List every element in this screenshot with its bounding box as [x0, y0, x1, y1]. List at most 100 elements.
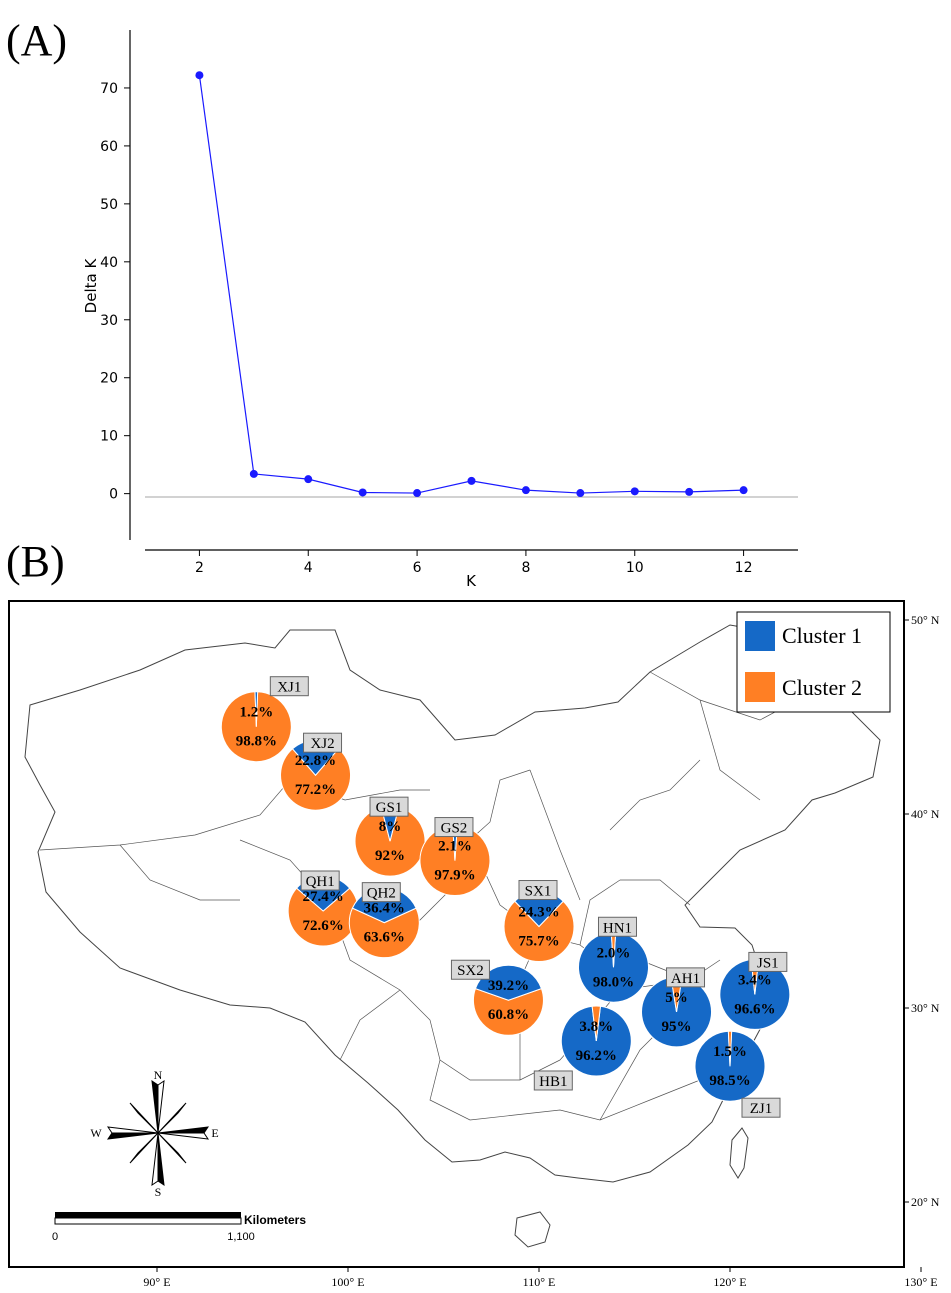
- x-tick-label: 4: [304, 560, 313, 576]
- lat-tick-label: 20° N: [911, 1195, 940, 1209]
- scale-bar-end: 1,100: [227, 1231, 255, 1243]
- site-label: GS2: [441, 821, 468, 837]
- pie-slice-major: [578, 931, 649, 1003]
- site-label: AH1: [671, 971, 700, 987]
- delta-k-series-line: [198, 75, 744, 494]
- compass-n: N: [154, 1068, 163, 1082]
- y-tick-label: 70: [100, 81, 118, 97]
- delta-k-points: [195, 71, 748, 498]
- pie-label-minor: 39.2%: [488, 978, 529, 994]
- pie-gs1: 8% 92% GS1: [354, 796, 426, 877]
- pie-label-major: 92%: [375, 848, 405, 864]
- x-tick-label: 12: [735, 560, 753, 576]
- pie-slice-major: [503, 900, 575, 963]
- data-point-k-10: [630, 487, 639, 496]
- pie-hb1: 3.8% 96.2% HB1: [533, 1005, 632, 1091]
- pie-label-minor: 3.8%: [579, 1019, 613, 1035]
- country-outline: [24, 624, 881, 1183]
- y-tick-label: 10: [100, 429, 118, 445]
- latitude-ticks: 50° N 40° N 30° N 20° N: [904, 613, 940, 1209]
- site-label-box: [748, 951, 788, 972]
- site-label-box: [533, 1070, 573, 1091]
- pie-slice-major: [348, 907, 420, 959]
- lon-tick-label: 130° E: [904, 1275, 937, 1289]
- site-label-box: [269, 676, 309, 697]
- site-label: HN1: [603, 920, 632, 936]
- scale-bar-lower: [54, 1217, 242, 1225]
- pie-slice-major: [354, 806, 426, 877]
- pie-label-minor: 2.1%: [438, 839, 472, 855]
- pie-qh1: 27.4% 72.6% QH1: [287, 870, 359, 947]
- pie-label-minor: 2.0%: [597, 945, 631, 961]
- pie-label-major: 96.2%: [576, 1048, 617, 1064]
- pie-label-minor: 36.4%: [364, 901, 405, 917]
- data-point-k-3: [249, 469, 258, 478]
- x-tick-label: 6: [413, 560, 422, 576]
- lon-tick-label: 90° E: [143, 1275, 170, 1289]
- data-point-k-7: [467, 476, 476, 485]
- pie-label-major: 98.5%: [709, 1073, 750, 1089]
- compass-e: E: [211, 1126, 218, 1140]
- site-label-box: [369, 796, 409, 817]
- pie-xj1: 1.2% 98.8% XJ1: [220, 676, 309, 763]
- site-label-box: [434, 817, 474, 838]
- pie-qh2: 36.4% 63.6% QH2: [348, 882, 420, 959]
- lon-tick-label: 110° E: [523, 1275, 556, 1289]
- scale-bar-title: Kilometers: [244, 1213, 306, 1227]
- pie-label-major: 97.9%: [434, 868, 475, 884]
- y-axis-title: Delta K: [82, 258, 100, 314]
- data-point-k-12: [739, 486, 748, 495]
- x-tick-label: 8: [521, 560, 530, 576]
- pie-label-major: 63.6%: [364, 930, 405, 946]
- site-label-box: [741, 1097, 781, 1118]
- delta-k-line-chart: 0 10 20 30 40 50 60 70 2 4 6 8 10 12 Delta K K: [82, 30, 798, 590]
- x-tick-label: 2: [195, 560, 204, 576]
- pie-label-major: 96.6%: [734, 1001, 775, 1017]
- legend-label-cluster-2: Cluster 2: [782, 675, 862, 700]
- pie-label-major: 98.0%: [593, 974, 634, 990]
- pie-xj2: 22.8% 77.2% XJ2: [280, 732, 352, 811]
- pie-label-minor: 1.2%: [239, 705, 273, 721]
- legend-label-cluster-1: Cluster 1: [782, 623, 862, 648]
- pie-slice-major: [719, 959, 791, 1030]
- pie-label-major: 72.6%: [303, 918, 344, 934]
- site-label: SX2: [457, 963, 484, 979]
- data-point-k-5: [358, 488, 367, 497]
- y-tick-label: 40: [100, 255, 118, 271]
- pie-slice-minor: [727, 1030, 733, 1067]
- x-axis-title: K: [466, 572, 477, 590]
- pie-label-major: 60.8%: [488, 1007, 529, 1023]
- pie-label-major: 77.2%: [295, 782, 336, 798]
- lat-tick-label: 50° N: [911, 613, 940, 627]
- data-point-k-4: [304, 475, 313, 484]
- scale-bar: Kilometers 0 1,100: [52, 1212, 306, 1243]
- pie-slice-major: [220, 691, 292, 763]
- site-label-box: [666, 967, 706, 988]
- site-label: SX1: [525, 884, 552, 900]
- pie-slice-major: [280, 748, 352, 811]
- data-point-k-6: [413, 489, 422, 498]
- data-point-k-11: [685, 487, 694, 496]
- y-tick-label: 60: [100, 139, 118, 155]
- site-label-box: [518, 880, 558, 901]
- site-label: GS1: [376, 800, 403, 816]
- pie-slice-major: [419, 825, 491, 897]
- site-label-box: [597, 916, 637, 937]
- legend-swatch-cluster-1: [745, 621, 775, 651]
- pie-label-minor: 5%: [665, 990, 688, 1006]
- x-ticks: 2 4 6 8 10 12: [195, 550, 753, 576]
- pie-charts: 1.2% 98.8% XJ1 22.8% 77.2% XJ2 8% 92% GS1 2.1% 97.…: [220, 676, 791, 1118]
- compass-s: S: [155, 1185, 162, 1199]
- compass-w: W: [90, 1126, 102, 1140]
- cluster-map: 90° E 100° E 110° E 120° E 130° E 50° N 40° N…: [8, 600, 940, 1289]
- pie-label-minor: 1.5%: [713, 1044, 747, 1060]
- site-label-box: [361, 882, 401, 903]
- pie-label-major: 98.8%: [236, 734, 277, 750]
- pie-slice-major: [641, 976, 713, 1048]
- pie-sx1: 24.3% 75.7% SX1: [503, 880, 575, 963]
- scale-bar-start: 0: [52, 1231, 58, 1243]
- pie-gs2: 2.1% 97.9% GS2: [419, 817, 491, 897]
- site-label-box: [303, 732, 343, 753]
- pie-slice-minor: [254, 691, 259, 727]
- panel-label-a: (A): [6, 16, 67, 65]
